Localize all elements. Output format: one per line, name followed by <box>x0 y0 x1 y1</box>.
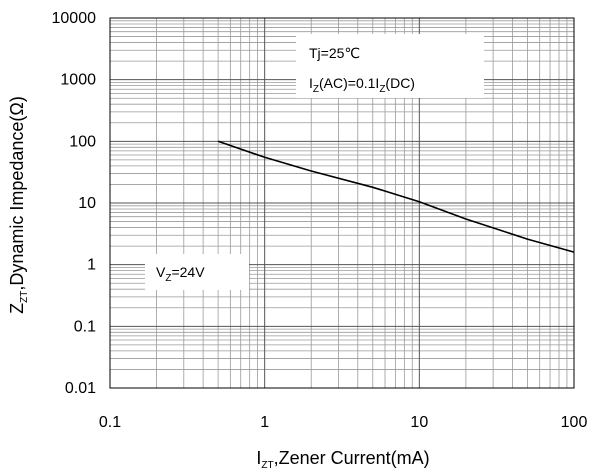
iz-label: IZ(AC)=0.1IZ(DC) <box>309 75 415 95</box>
x-tick-label: 10 <box>410 414 428 431</box>
x-tick-labels: 0.1 1 10 100 <box>99 414 588 431</box>
tj-label: Tj=25℃ <box>309 45 360 61</box>
series-layer <box>217 140 575 253</box>
plot-frame <box>109 17 575 389</box>
y-tick-label: 10000 <box>52 10 97 27</box>
y-tick-label: 1000 <box>60 72 96 89</box>
x-tick-label: 100 <box>561 414 588 431</box>
y-tick-label: 10 <box>78 195 96 212</box>
x-tick-label: 0.1 <box>99 414 121 431</box>
vz-annotation-box <box>145 254 249 290</box>
y-tick-label: 0.01 <box>65 380 96 397</box>
condition-annotation: Tj=25℃ IZ(AC)=0.1IZ(DC) <box>296 34 484 98</box>
vz-annotation: VZ=24V <box>145 254 249 290</box>
condition-annotation-box <box>296 34 484 98</box>
series-line-0 <box>217 140 575 253</box>
x-tick-label: 1 <box>260 414 269 431</box>
vz-label: VZ=24V <box>156 264 205 284</box>
y-tick-label: 0.1 <box>74 318 96 335</box>
y-tick-labels: 10000 1000 100 10 1 0.1 0.01 <box>52 10 97 397</box>
y-tick-label: 100 <box>69 133 96 150</box>
y-tick-label: 1 <box>87 257 96 274</box>
y-axis-label: ZZT,Dynamic Impedance(Ω) <box>7 96 30 314</box>
x-axis-label: IZT,Zener Current(mA) <box>256 448 429 471</box>
